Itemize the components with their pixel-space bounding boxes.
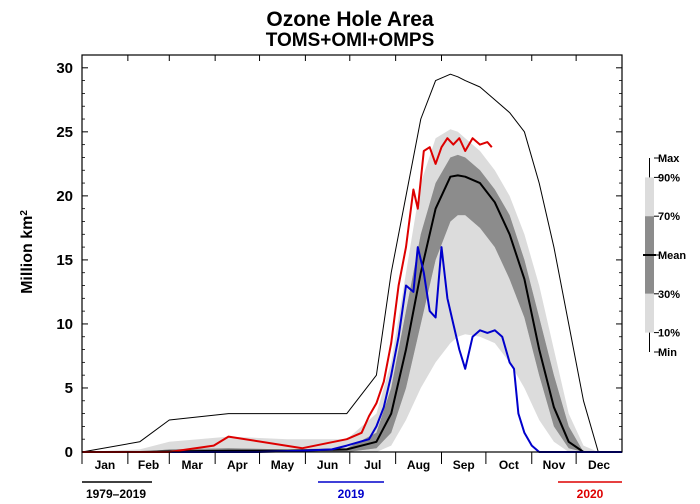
series-line-max xyxy=(81,73,622,453)
year-label-1: 2019 xyxy=(338,487,365,501)
legend-entry-70pct: 70% xyxy=(658,211,680,223)
y-tick-label: 10 xyxy=(56,316,73,333)
legend-swatch-lower-light xyxy=(645,293,654,333)
month-label-dec: Dec xyxy=(588,458,610,472)
y-tick-label: 25 xyxy=(56,124,73,141)
year-labels: 1979–2019 2019 2020 xyxy=(82,481,622,501)
legend-entry-mean: Mean xyxy=(658,250,686,262)
month-label-jun: Jun xyxy=(317,458,338,472)
chart-subtitle: TOMS+OMI+OMPS xyxy=(266,30,435,51)
axes: 0 5 10 15 20 25 30 Jan Feb Mar Apr May Jun Jul Aug Sep O… xyxy=(56,55,622,472)
y-tick-label: 30 xyxy=(56,60,73,77)
legend-entry-min: Min xyxy=(658,347,677,359)
band-90-10 xyxy=(82,129,622,453)
y-tick-label: 5 xyxy=(65,380,73,397)
legend: Min 10% 30% Mean 70% 90% Max xyxy=(643,153,686,359)
legend-entry-max: Max xyxy=(658,153,680,165)
month-label-mar: Mar xyxy=(182,458,204,472)
month-label-jul: Jul xyxy=(364,458,381,472)
month-label-nov: Nov xyxy=(543,458,566,472)
y-tick-label: 15 xyxy=(56,252,73,269)
month-label-jan: Jan xyxy=(95,458,116,472)
legend-entry-30pct: 30% xyxy=(658,289,680,301)
y-tick-label: 0 xyxy=(65,444,73,461)
series-line-2019 xyxy=(82,246,622,453)
plot-frame xyxy=(81,54,623,453)
legend-entry-90pct: 90% xyxy=(658,172,680,184)
y-tick-label: 20 xyxy=(56,188,73,205)
percentile-bands xyxy=(82,129,622,453)
month-label-may: May xyxy=(271,458,295,472)
legend-entry-10pct: 10% xyxy=(658,328,680,340)
year-label-0: 1979–2019 xyxy=(86,487,146,501)
year-label-2: 2020 xyxy=(577,487,604,501)
series-lines xyxy=(81,73,622,453)
legend-swatch-upper-light xyxy=(645,177,654,217)
y-axis-label: Million km2 xyxy=(19,210,37,294)
month-label-oct: Oct xyxy=(499,458,519,472)
chart-title: Ozone Hole Area xyxy=(266,8,434,31)
month-label-sep: Sep xyxy=(453,458,475,472)
month-label-feb: Feb xyxy=(138,458,159,472)
month-label-apr: Apr xyxy=(227,458,248,472)
month-label-aug: Aug xyxy=(407,458,430,472)
series-line-2020 xyxy=(82,137,493,453)
